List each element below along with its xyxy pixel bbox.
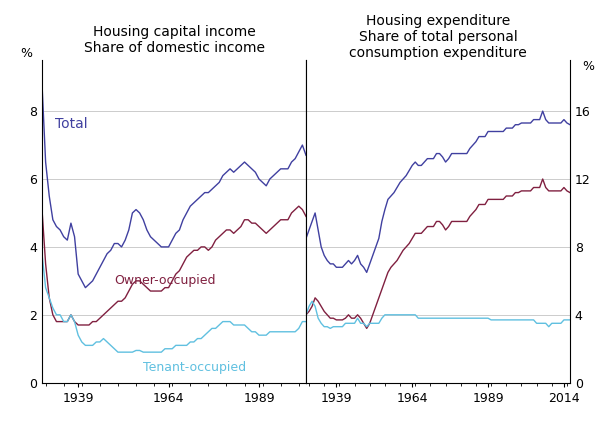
Y-axis label: %: % [20,47,32,60]
Text: Owner-occupied: Owner-occupied [115,274,216,287]
Title: Housing expenditure
Share of total personal
consumption expenditure: Housing expenditure Share of total perso… [349,14,527,60]
Text: Tenant-occupied: Tenant-occupied [143,361,247,374]
Title: Housing capital income
Share of domestic income: Housing capital income Share of domestic… [83,25,265,55]
Text: Total: Total [55,117,87,131]
Y-axis label: %: % [583,60,595,73]
